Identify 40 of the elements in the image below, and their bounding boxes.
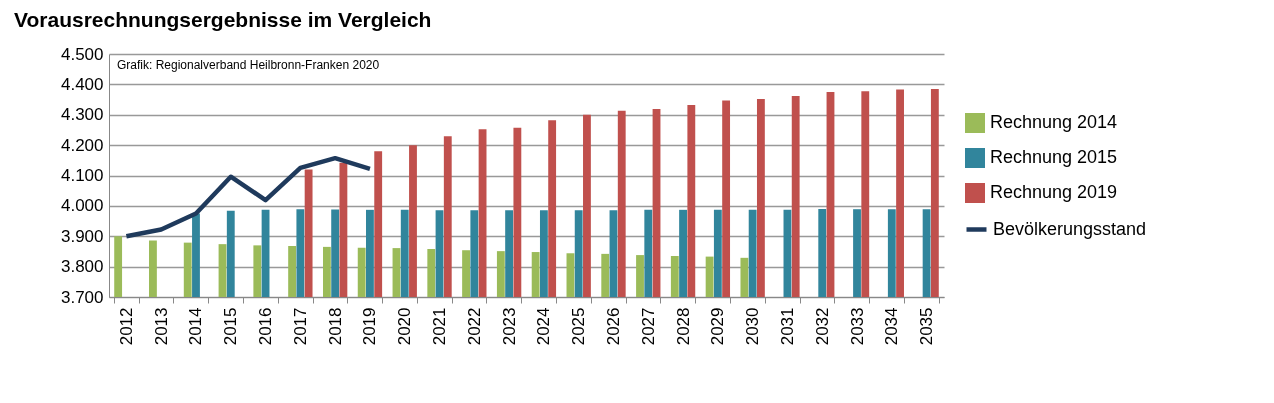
y-tick-label: 3.900	[60, 226, 104, 246]
x-tick-label: 2028	[673, 307, 693, 346]
x-tick-label: 2029	[708, 307, 728, 346]
x-tick-label: 2012	[116, 307, 136, 346]
x-tick-label: 2019	[360, 307, 380, 346]
y-tick-label: 3.700	[60, 287, 104, 307]
y-tick-label: 4.300	[60, 105, 104, 125]
y-tick-label: 4.000	[60, 196, 104, 216]
legend-label: Rechnung 2015	[990, 147, 1118, 167]
x-tick-label: 2030	[743, 307, 763, 346]
y-tick-label: 4.400	[60, 74, 104, 94]
y-tick-label: 4.100	[60, 166, 104, 185]
x-tick-label: 2018	[325, 307, 345, 346]
legend-label: Rechnung 2014	[990, 112, 1118, 132]
y-tick-label: 4.500	[60, 44, 104, 64]
x-tick-label: 2034	[882, 307, 902, 346]
line-series	[124, 155, 373, 239]
x-tick-label: 2017	[290, 307, 310, 346]
x-tick-label: 2014	[186, 307, 206, 346]
x-tick-label: 2032	[812, 307, 832, 346]
x-tick-label: 2025	[569, 307, 589, 346]
y-tick-label: 4.200	[60, 135, 104, 155]
x-tick-label: 2023	[499, 307, 519, 346]
legend-label: Bevölkerungsstand	[993, 218, 1147, 239]
x-tick-label: 2035	[917, 307, 937, 346]
x-tick-label: 2022	[464, 307, 484, 346]
legend-label: Rechnung 2019	[990, 182, 1118, 202]
x-tick-label: 2020	[395, 307, 415, 346]
x-tick-label: 2013	[151, 307, 171, 346]
x-tick-label: 2031	[777, 307, 797, 346]
x-tick-label: 2021	[430, 307, 450, 346]
y-tick-label: 3.800	[60, 257, 104, 277]
x-tick-label: 2016	[256, 307, 276, 346]
x-tick-label: 2015	[221, 307, 241, 346]
x-tick-label: 2024	[534, 307, 554, 346]
x-tick-label: 2033	[847, 307, 867, 346]
x-tick-label: 2026	[603, 307, 623, 346]
annotation: Grafik: Regionalverband Heilbronn-Franken 2020	[117, 58, 380, 72]
x-tick-label: 2027	[638, 307, 658, 346]
chart-title: Vorausrechnungsergebnisse im Vergleich	[14, 8, 432, 31]
